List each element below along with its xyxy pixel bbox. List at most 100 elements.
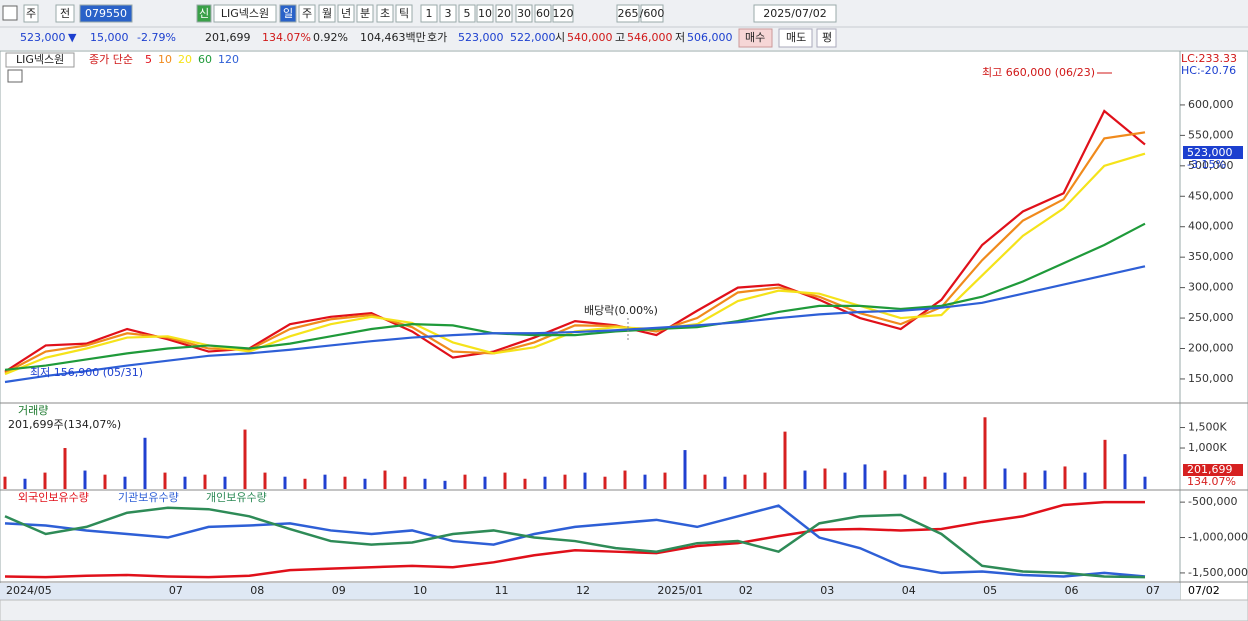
toolbar-label[interactable]: 신 (199, 7, 209, 20)
volume-bar (3, 476, 7, 489)
toolbar-label[interactable]: 5 (464, 7, 471, 20)
dividend-annotation: 배당락(0.00%) (584, 304, 658, 317)
toolbar-label[interactable]: 초 (380, 7, 390, 20)
toolbar-label[interactable]: 주 (26, 7, 36, 20)
ma-line (4, 265, 1146, 384)
x-tick-label: 10 (413, 584, 427, 597)
y-tick-label: 450,000 (1188, 189, 1234, 202)
ma-line (4, 504, 1146, 578)
volume-bar (363, 478, 367, 489)
toolbar-label[interactable]: LIG넥스원 (221, 7, 269, 20)
toolbar-label[interactable]: 10 (478, 7, 492, 20)
y-tick-label: 250,000 (1188, 311, 1234, 324)
menu-icon[interactable] (2, 5, 18, 21)
toolbar-button[interactable] (753, 4, 837, 23)
toolbar-button[interactable] (318, 4, 336, 23)
quote-field: 506,000 (687, 31, 733, 44)
toolbar-label[interactable]: 2025/07/02 (763, 7, 826, 20)
toolbar-button[interactable] (55, 4, 75, 23)
toolbar-button[interactable] (640, 4, 664, 23)
volume-bar (743, 474, 747, 489)
toolbar-button[interactable] (356, 4, 374, 23)
y-tick-label: 1,000K (1188, 441, 1227, 454)
quote-field[interactable]: 매수 (745, 31, 765, 44)
x-tick-label: 11 (495, 584, 509, 597)
toolbar-label[interactable]: 120 (553, 7, 574, 20)
toolbar-label[interactable]: 3 (445, 7, 452, 20)
volume-bar (903, 474, 907, 489)
sell-button[interactable] (778, 28, 813, 48)
toolbar-button[interactable] (552, 4, 574, 23)
toolbar-label[interactable]: 079550 (85, 7, 127, 20)
toolbar-label[interactable]: 월 (322, 7, 332, 20)
volume-bar (63, 448, 67, 489)
toolbar-label[interactable]: 전 (60, 7, 70, 20)
y-tick-label: 1,500K (1188, 421, 1227, 434)
toolbar-button[interactable] (337, 4, 355, 23)
volume-bar (943, 472, 947, 489)
quote-field: 523,000 (20, 31, 66, 44)
toolbar-button[interactable] (458, 4, 476, 23)
toolbar-button[interactable] (495, 4, 513, 23)
toolbar-button[interactable] (395, 4, 413, 23)
quote-field: -2.79% (137, 31, 176, 44)
toolbar-button[interactable] (298, 4, 316, 23)
legend-entry: 10 (158, 53, 172, 66)
toolbar-button[interactable] (420, 4, 438, 23)
x-tick-label: 09 (332, 584, 346, 597)
volume-bar (503, 472, 507, 489)
toolbar-label[interactable]: 년 (341, 7, 351, 20)
toolbar-label[interactable]: 주 (302, 7, 312, 20)
toolbar-label[interactable]: 틱 (399, 7, 409, 20)
avg-button[interactable] (816, 28, 837, 48)
volume-bar (1143, 476, 1147, 489)
volume-bar (523, 478, 527, 489)
legend-entry: 외국인보유수량 (18, 491, 89, 504)
toolbar-button[interactable] (79, 4, 133, 23)
toolbar-button[interactable] (23, 4, 39, 23)
toolbar-label[interactable]: 30 (517, 7, 531, 20)
toolbar-label[interactable]: 265 (618, 7, 639, 20)
toolbar-button[interactable] (196, 4, 212, 23)
legend-entry: 기관보유수량 (118, 491, 179, 504)
toolbar-label[interactable]: 1 (426, 7, 433, 20)
volume-bar (383, 470, 387, 489)
volume-bar (783, 431, 787, 489)
buy-button[interactable] (738, 28, 773, 48)
toolbar-button[interactable] (515, 4, 533, 23)
volume-bar (103, 474, 107, 489)
volume-subtitle: 201,699주(134,07%) (8, 418, 121, 431)
volume-bar (763, 472, 767, 489)
ma-line (4, 131, 1146, 374)
table-icon[interactable] (7, 69, 23, 83)
quote-field[interactable]: 평 (822, 31, 832, 44)
toolbar-label[interactable]: /600 (640, 7, 665, 20)
toolbar-label[interactable]: 60 (536, 7, 550, 20)
volume-pct: 134.07% (1187, 475, 1236, 488)
legend-entry: 60 (198, 53, 212, 66)
volume-bar (403, 476, 407, 489)
volume-bar (143, 437, 147, 489)
toolbar-button[interactable] (534, 4, 552, 23)
volume-bar (263, 472, 267, 489)
volume-bar (983, 417, 987, 489)
last-price-box (1183, 146, 1243, 159)
toolbar-label[interactable]: 20 (497, 7, 511, 20)
toolbar-button[interactable] (279, 4, 297, 23)
volume-bar (463, 474, 467, 489)
toolbar-button[interactable] (616, 4, 640, 23)
x-tick-label: 04 (902, 584, 916, 597)
quote-field: 0.92% (313, 31, 348, 44)
toolbar-label[interactable]: 분 (360, 7, 370, 20)
toolbar-button[interactable] (476, 4, 494, 23)
toolbar-button[interactable] (213, 4, 277, 23)
quote-field[interactable]: 매도 (786, 31, 806, 44)
scrollbar[interactable] (0, 599, 1248, 621)
toolbar-button[interactable] (439, 4, 457, 23)
volume-bar (23, 478, 27, 489)
toolbar-button[interactable] (376, 4, 394, 23)
toolbar-label[interactable]: 일 (283, 6, 293, 20)
volume-bar (163, 472, 167, 489)
volume-bar (183, 476, 187, 489)
